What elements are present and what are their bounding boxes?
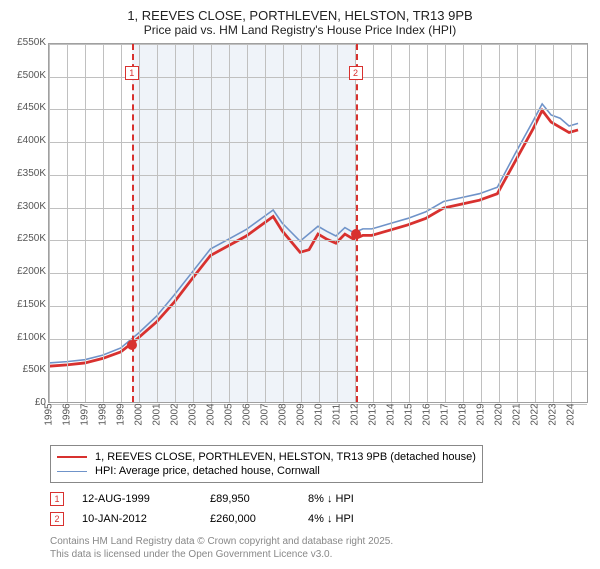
y-axis-label: £500K [10,70,46,81]
x-axis-label: 2001 [152,400,163,430]
x-axis-label: 1995 [44,400,55,430]
y-axis-label: £250K [10,233,46,244]
x-axis-label: 2004 [206,400,217,430]
x-axis-label: 2008 [278,400,289,430]
price-chart: £0 £50K £100K £150K £200K £250K £300K £350K £400… [10,43,590,423]
x-axis-label: 2020 [494,400,505,430]
y-axis-label: £100K [10,332,46,343]
x-axis-label: 2022 [530,400,541,430]
x-axis-label: 1998 [98,400,109,430]
y-axis-label: £200K [10,266,46,277]
event-marker-label: 1 [125,66,139,80]
legend-label: HPI: Average price, detached house, Corn… [95,465,320,477]
x-axis-label: 2003 [188,400,199,430]
y-axis-label: £0 [10,397,46,408]
chart-legend: 1, REEVES CLOSE, PORTHLEVEN, HELSTON, TR… [50,445,483,483]
event-marker [351,229,361,239]
x-axis-label: 2024 [566,400,577,430]
y-axis-label: £400K [10,135,46,146]
page-title: 1, REEVES CLOSE, PORTHLEVEN, HELSTON, TR… [10,8,590,23]
x-axis-label: 1999 [116,400,127,430]
table-row: 210-JAN-2012£260,0004% ↓ HPI [50,509,590,529]
y-axis-label: £450K [10,102,46,113]
x-axis-label: 2021 [512,400,523,430]
y-axis-label: £300K [10,201,46,212]
x-axis-label: 2018 [458,400,469,430]
x-axis-label: 2007 [260,400,271,430]
x-axis-label: 2000 [134,400,145,430]
event-marker [127,340,137,350]
x-axis-label: 2015 [404,400,415,430]
x-axis-label: 2011 [332,400,343,430]
x-axis-label: 2005 [224,400,235,430]
x-axis-label: 2023 [548,400,559,430]
x-axis-label: 2002 [170,400,181,430]
y-axis-label: £350K [10,168,46,179]
x-axis-label: 2019 [476,400,487,430]
table-row: 112-AUG-1999£89,9508% ↓ HPI [50,489,590,509]
x-axis-label: 2012 [350,400,361,430]
page-subtitle: Price paid vs. HM Land Registry's House … [10,23,590,37]
event-table: 112-AUG-1999£89,9508% ↓ HPI210-JAN-2012£… [50,489,590,529]
x-axis-label: 1996 [62,400,73,430]
x-axis-label: 1997 [80,400,91,430]
x-axis-label: 2014 [386,400,397,430]
x-axis-label: 2017 [440,400,451,430]
x-axis-label: 2009 [296,400,307,430]
legend-label: 1, REEVES CLOSE, PORTHLEVEN, HELSTON, TR… [95,451,476,463]
y-axis-label: £50K [10,364,46,375]
x-axis-label: 2016 [422,400,433,430]
x-axis-label: 2006 [242,400,253,430]
y-axis-label: £150K [10,299,46,310]
x-axis-label: 2013 [368,400,379,430]
y-axis-label: £550K [10,37,46,48]
event-marker-label: 2 [349,66,363,80]
attribution-text: Contains HM Land Registry data © Crown c… [50,535,590,561]
x-axis-label: 2010 [314,400,325,430]
